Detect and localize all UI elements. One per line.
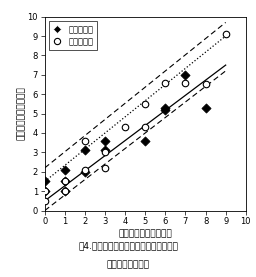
- Point: [83, 148, 87, 153]
- Point: [143, 125, 147, 129]
- Point: [63, 179, 67, 184]
- Point: [63, 168, 67, 172]
- Point: [123, 125, 127, 129]
- Point: [63, 189, 67, 193]
- Point: [43, 199, 47, 203]
- Point: [103, 138, 107, 143]
- Point: [143, 138, 147, 143]
- Point: [83, 168, 87, 172]
- Point: [204, 82, 208, 87]
- Point: [43, 179, 47, 184]
- Point: [63, 179, 67, 184]
- Point: [163, 80, 167, 85]
- Point: [143, 102, 147, 106]
- Text: と実測値との比較: と実測値との比較: [106, 260, 150, 269]
- Point: [103, 150, 107, 155]
- X-axis label: 相対出穂日（実測値）: 相対出穂日（実測値）: [119, 229, 172, 238]
- Point: [83, 138, 87, 143]
- Y-axis label: 相対出穂日（予測値）: 相対出穂日（予測値）: [17, 87, 26, 140]
- Point: [83, 170, 87, 174]
- Point: [183, 73, 187, 77]
- Text: 図4.苗立密度による相対出穂日の予測値: 図4.苗立密度による相対出穂日の予測値: [78, 241, 178, 250]
- Point: [163, 106, 167, 110]
- Point: [163, 107, 167, 112]
- Point: [43, 189, 47, 193]
- Point: [103, 166, 107, 170]
- Point: [103, 148, 107, 153]
- Point: [183, 80, 187, 85]
- Point: [43, 189, 47, 193]
- Point: [204, 106, 208, 110]
- Legend: コシヒカリ, どんとこい: コシヒカリ, どんとこい: [49, 21, 97, 50]
- Point: [63, 189, 67, 193]
- Point: [224, 32, 228, 36]
